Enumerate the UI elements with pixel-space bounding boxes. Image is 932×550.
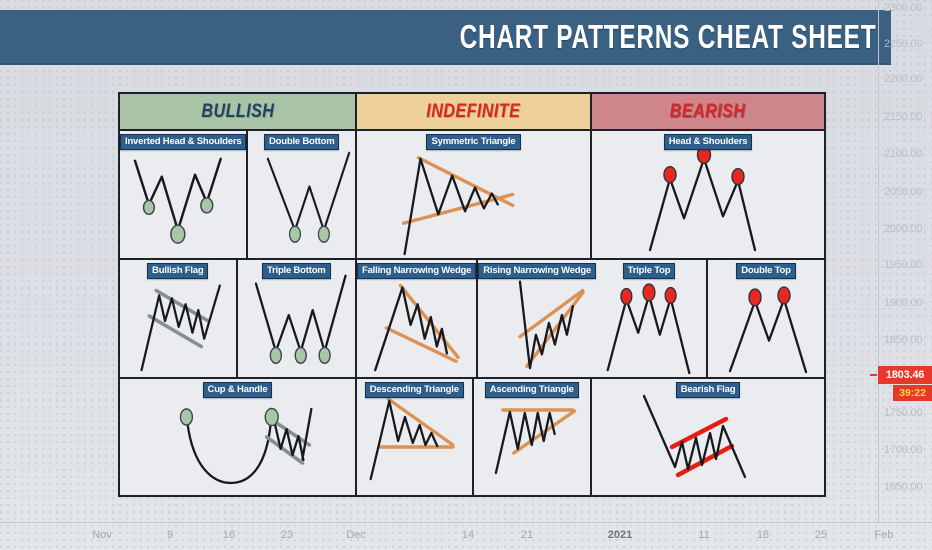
cheat-sheet-table: BULLISH INDEFINITE BEARISH Inverted Head…	[118, 92, 826, 497]
cell-descending-triangle: Descending Triangle	[357, 379, 474, 495]
cell-double-bottom: Double Bottom	[248, 131, 355, 258]
cell-falling-narrowing-wedge: Falling Narrowing Wedge	[357, 260, 479, 377]
time-tick-label: 11	[698, 529, 710, 541]
pattern-row-3: Cup & Handle Descending Triangle	[120, 379, 824, 495]
pattern-label-bearish-flag: Bearish Flag	[675, 382, 741, 398]
cell-triple-bottom: Triple Bottom	[237, 260, 355, 377]
cell-bullish-flag: Bullish Flag	[120, 260, 238, 377]
pattern-label-triple-top: Triple Top	[622, 263, 676, 279]
double-bottom-drawing	[267, 151, 351, 243]
price-tick-label: 2300.00	[884, 2, 923, 14]
price-tick-label: 1700.00	[884, 444, 923, 456]
pattern-label-ascending-triangle: Ascending Triangle	[484, 382, 579, 398]
price-tick-label: 2250.00	[884, 38, 923, 50]
inverted-head-and-shoulders-drawing	[133, 157, 222, 244]
price-tick-label: 2200.00	[884, 73, 923, 85]
cup-and-handle-drawing	[179, 407, 313, 485]
pattern-label-symmetric-triangle: Symmetric Triangle	[426, 134, 521, 150]
price-tick-label: 1650.00	[884, 481, 923, 493]
bar-countdown-value: 39:22	[899, 387, 926, 399]
pattern-label-falling-narrowing-wedge: Falling Narrowing Wedge	[357, 263, 477, 279]
time-tick-label: 18	[756, 529, 770, 541]
last-price-value: 1803.46	[885, 369, 925, 381]
cell-ascending-triangle: Ascending Triangle	[473, 379, 590, 495]
double-top-drawing	[728, 286, 808, 374]
cell-double-top: Double Top	[708, 260, 824, 377]
price-tick-label: 2150.00	[884, 111, 923, 123]
head-and-shoulders-drawing	[648, 145, 757, 252]
bearish-flag-drawing	[642, 394, 747, 479]
cell-rising-narrowing-wedge: Rising Narrowing Wedge	[478, 260, 597, 377]
price-axis-separator	[878, 0, 879, 522]
time-tick-label: 14	[461, 529, 475, 541]
pattern-label-inverted-head-and-shoulders: Inverted Head & Shoulders	[120, 134, 247, 150]
time-axis[interactable]: Nov 9 16 23 Dec 14 21 2021 11 18 25 Feb	[0, 529, 932, 545]
cell-inverted-head-and-shoulders: Inverted Head & Shoulders	[120, 131, 249, 258]
pattern-label-cup-and-handle: Cup & Handle	[202, 382, 273, 398]
triple-bottom-drawing	[254, 274, 347, 364]
pattern-label-descending-triangle: Descending Triangle	[364, 382, 464, 398]
cheat-sheet-title-bar: CHART PATTERNS CHEAT SHEET	[0, 10, 891, 65]
time-tick-label: Feb	[874, 529, 894, 541]
cheat-sheet-header-row: BULLISH INDEFINITE BEARISH	[120, 94, 824, 131]
ascending-triangle-drawing	[494, 408, 576, 475]
pattern-label-rising-narrowing-wedge: Rising Narrowing Wedge	[478, 263, 597, 279]
price-tick-label: 1750.00	[884, 407, 923, 419]
pattern-row-1: Inverted Head & Shoulders Double Bottom	[120, 131, 824, 260]
column-header-bearish: BEARISH	[592, 94, 824, 129]
price-tick-label: 1900.00	[884, 297, 923, 309]
price-tick-label: 2050.00	[884, 186, 923, 198]
column-header-bullish: BULLISH	[120, 94, 357, 129]
column-header-indefinite: INDEFINITE	[357, 94, 592, 129]
pattern-label-double-top: Double Top	[736, 263, 796, 279]
price-tick-label: 2100.00	[884, 148, 923, 160]
cell-triple-top: Triple Top	[592, 260, 708, 377]
price-tick-label: 2000.00	[884, 223, 923, 235]
cheat-sheet-title: CHART PATTERNS CHEAT SHEET	[459, 17, 877, 55]
symmetric-triangle-drawing	[401, 156, 515, 256]
last-price-tick	[870, 374, 877, 376]
last-price-badge: 1803.46	[878, 366, 932, 384]
time-tick-label: Nov	[92, 529, 112, 541]
price-axis[interactable]: 2300.00 2250.00 2200.00 2150.00 2100.00 …	[870, 0, 932, 522]
bar-countdown-badge: 39:22	[893, 385, 932, 401]
time-tick-label: 21	[520, 529, 534, 541]
time-tick-label: 23	[280, 529, 294, 541]
cell-cup-and-handle: Cup & Handle	[120, 379, 355, 495]
cell-head-and-shoulders: Head & Shoulders	[592, 131, 824, 258]
pattern-label-head-and-shoulders: Head & Shoulders	[663, 134, 753, 150]
time-tick-label: Dec	[346, 529, 366, 541]
triple-top-drawing	[606, 283, 691, 375]
pattern-label-double-bottom: Double Bottom	[263, 134, 340, 150]
time-tick-label: 25	[814, 529, 828, 541]
cell-symmetric-triangle: Symmetric Triangle	[357, 131, 590, 258]
time-tick-label-year: 2021	[607, 529, 633, 541]
cell-bearish-flag: Bearish Flag	[592, 379, 824, 495]
price-tick-label: 1850.00	[884, 334, 923, 346]
falling-narrowing-wedge-drawing	[374, 283, 460, 372]
price-tick-label: 1950.00	[884, 259, 923, 271]
rising-narrowing-wedge-drawing	[518, 280, 585, 370]
pattern-label-bullish-flag: Bullish Flag	[147, 263, 209, 279]
pattern-row-2: Bullish Flag Triple Bottom	[120, 260, 824, 379]
descending-triangle-drawing	[369, 397, 455, 481]
pattern-label-triple-bottom: Triple Bottom	[261, 263, 331, 279]
time-tick-label: 16	[222, 529, 236, 541]
time-tick-label: 9	[166, 529, 174, 541]
time-axis-separator	[0, 522, 932, 523]
bullish-flag-drawing	[140, 284, 221, 372]
